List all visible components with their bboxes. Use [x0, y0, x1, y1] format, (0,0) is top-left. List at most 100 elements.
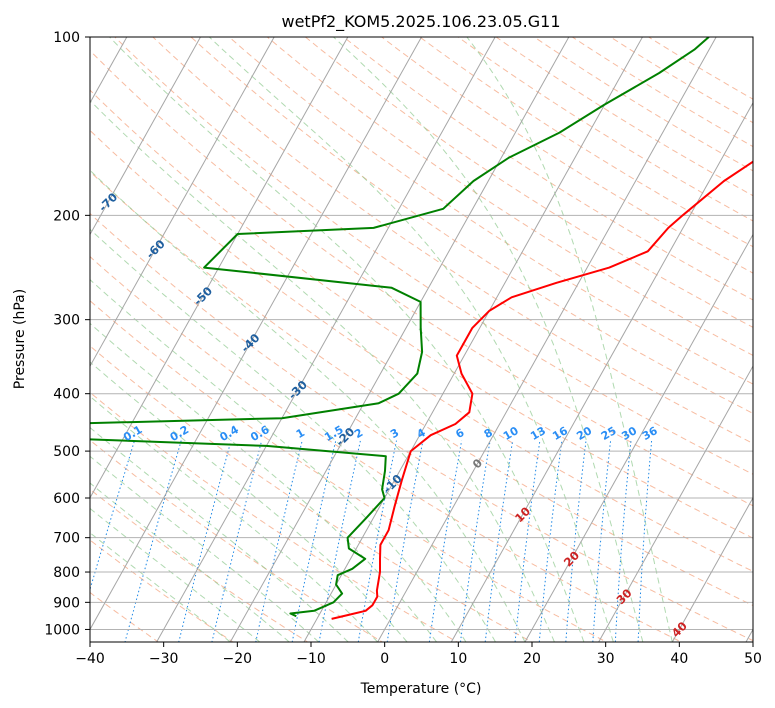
mixing-ratio-label: 6: [453, 426, 466, 441]
dry-adiabat: [114, 37, 753, 475]
isotherm-line: [156, 37, 496, 642]
mixing-ratio-line: [428, 440, 463, 642]
isotherm-line: [229, 37, 570, 642]
moist-adiabat: [90, 322, 438, 642]
mixing-ratio-line: [90, 440, 135, 592]
x-tick-label: 30: [597, 651, 615, 667]
moist-adiabat: [90, 426, 349, 642]
isotherm-line: [90, 37, 423, 631]
y-tick-label: 1000: [44, 622, 80, 638]
dry-adiabat: [90, 391, 459, 642]
y-tick-label: 500: [53, 444, 80, 460]
mixing-ratio-label: 0.2: [168, 423, 191, 444]
mixing-ratio-line: [565, 440, 587, 642]
x-tick-label: 20: [523, 651, 541, 667]
y-tick-label: 800: [53, 565, 80, 581]
y-tick-label: 700: [53, 531, 80, 547]
mixing-ratio-label: 10: [501, 424, 521, 443]
moist-adiabat: [90, 279, 467, 642]
isotherm-label: -80: [48, 143, 73, 168]
x-tick-label: 10: [449, 651, 467, 667]
isotherm-label: -70: [96, 190, 121, 215]
dry-adiabat: [90, 488, 309, 642]
moist-adiabat: [90, 395, 378, 642]
mixing-ratio-label: 3: [388, 426, 401, 441]
y-tick-label: 100: [53, 30, 80, 46]
dry-adiabat: [90, 89, 753, 539]
dry-adiabat: [90, 170, 753, 607]
moist-adiabat: [109, 37, 585, 642]
y-axis-label: Pressure (hPa): [12, 289, 28, 389]
moist-adiabat: [90, 169, 526, 642]
isotherm-label: 30: [613, 586, 634, 607]
isotherm-line: [90, 37, 275, 368]
moist-adiabat: [90, 532, 231, 642]
dry-adiabat: [90, 255, 683, 642]
mixing-ratio-label: 8: [482, 426, 495, 441]
mixing-ratio-label: 0.4: [218, 423, 242, 444]
dry-adiabat: [266, 37, 753, 356]
x-axis-label: Temperature (°C): [360, 681, 482, 697]
dry-adiabat: [228, 37, 753, 385]
moist-adiabat: [208, 37, 614, 642]
isotherm-label: -50: [191, 284, 216, 309]
dry-adiabat: [457, 37, 753, 222]
mixing-ratio-label: 20: [574, 424, 594, 443]
mixing-ratio-label: 25: [599, 424, 619, 443]
temperature-profile: [331, 160, 753, 620]
dry-adiabat: [152, 37, 753, 445]
y-tick-label: 300: [53, 313, 80, 329]
mixing-ratio-label: 1: [294, 426, 307, 441]
x-tick-label: −10: [296, 651, 326, 667]
mixing-ratio-line: [514, 440, 541, 642]
y-tick-label: 900: [53, 595, 80, 611]
moist-adiabat: [90, 99, 555, 642]
dry-adiabat: [304, 37, 753, 328]
mixing-ratio-line: [291, 440, 337, 642]
chart-title: wetPf2_KOM5.2025.106.23.05.G11: [281, 12, 560, 32]
y-tick-label: 400: [53, 387, 80, 403]
dry-adiabat: [90, 212, 753, 642]
moist-adiabat: [90, 455, 320, 642]
x-tick-label: 40: [670, 651, 688, 667]
dry-adiabat: [495, 37, 753, 197]
mixing-ratio-line: [592, 440, 612, 642]
x-tick-label: −20: [223, 651, 253, 667]
isotherm-label: -90: [1, 96, 26, 121]
dry-adiabat: [90, 539, 234, 642]
x-tick-label: −40: [75, 651, 105, 667]
moist-adiabat: [333, 37, 644, 642]
mixing-ratio-label: 36: [640, 424, 660, 443]
x-tick-label: −30: [149, 651, 179, 667]
isotherm-line: [90, 37, 349, 499]
isotherm-label: 40: [669, 619, 690, 640]
isotherm-line: [524, 233, 753, 642]
dry-adiabat: [90, 129, 753, 572]
mixing-ratio-line: [637, 440, 653, 642]
dry-adiabat: [90, 591, 160, 642]
isotherm-line: [377, 37, 717, 642]
dry-adiabat: [342, 37, 753, 301]
y-tick-label: 200: [53, 208, 80, 224]
dry-adiabat: [90, 300, 608, 642]
isotherm-label: -30: [285, 378, 310, 403]
isotherm-label: -60: [143, 237, 168, 262]
isotherm-line: [598, 365, 753, 642]
mixing-ratio-label: 30: [619, 424, 639, 443]
isotherm-line: [671, 496, 753, 642]
isotherm-label: 20: [561, 548, 582, 569]
isotherm-line: [745, 628, 753, 642]
dry-adiabat: [90, 439, 384, 642]
y-tick-label: 600: [53, 491, 80, 507]
mixing-ratio-line: [255, 440, 303, 642]
isotherm-line: [450, 101, 753, 642]
mixing-ratio-line: [211, 440, 263, 642]
moist-adiabat: [466, 37, 673, 642]
mixing-ratio-label: 0.6: [248, 423, 272, 444]
mixing-ratio-line: [538, 440, 563, 642]
isotherm-label: 0: [470, 456, 486, 472]
isotherm-line: [303, 37, 644, 642]
mixing-ratio-line: [614, 440, 632, 642]
moist-adiabat: [90, 507, 261, 642]
